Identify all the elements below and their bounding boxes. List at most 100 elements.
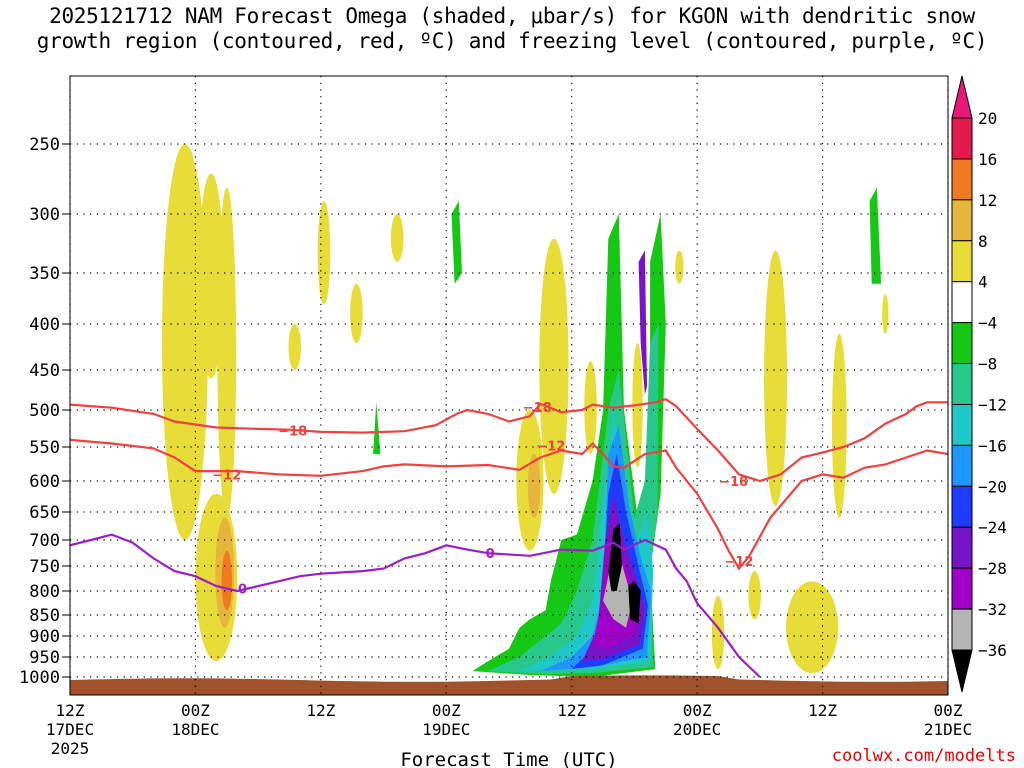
x-tick-label-60: 00Z <box>683 701 712 720</box>
colorbar-swatch-7 <box>951 403 973 446</box>
colorbar-swatch-3 <box>951 240 973 283</box>
x-tick-label-0: 12Z <box>56 701 85 720</box>
y-tick-label-1000: 1000 <box>19 668 60 688</box>
x-tick-label-24: 12Z <box>306 701 335 720</box>
x-tick-label-84: 00Z <box>934 701 963 720</box>
colorbar-label-9: −20 <box>978 477 1007 496</box>
contour-label-1-2: −12 <box>724 555 753 570</box>
y-tick-label-750: 750 <box>29 557 60 577</box>
x-tick-date-84: 21DEC <box>924 720 972 739</box>
contour-lines: −18 −18 −18 −12 −12 −12 0 0 <box>70 397 948 678</box>
colorbar-swatch-1 <box>951 158 973 201</box>
omega-region-down-9 <box>628 581 641 624</box>
y-axis: 2503003504004505005506006507007508008509… <box>19 135 70 688</box>
y-tick-label-700: 700 <box>29 531 60 551</box>
omega-region-down-10 <box>638 250 647 395</box>
x-tick-date-12: 18DEC <box>171 720 219 739</box>
y-tick-label-800: 800 <box>29 582 60 602</box>
omega-region-up-15 <box>675 250 684 284</box>
y-tick-label-850: 850 <box>29 606 60 626</box>
y-tick-label-950: 950 <box>29 648 60 668</box>
colorbar-swatch-9 <box>951 485 973 528</box>
omega-region-up-20 <box>882 294 889 334</box>
omega-region-up-7 <box>350 283 363 344</box>
colorbar-bottom-triangle <box>951 649 973 693</box>
contour-label-1-1: −12 <box>536 440 565 455</box>
omega-region-up-21 <box>831 333 847 518</box>
colorbar-label-10: −24 <box>978 518 1007 537</box>
omega-region-up-13 <box>584 361 597 455</box>
omega-region-up-17 <box>711 595 725 670</box>
contour-line-1 <box>70 438 948 571</box>
colorbar-swatch-10 <box>951 526 973 569</box>
ground-polygon <box>70 675 948 695</box>
colorbar-label-13: −36 <box>978 641 1007 660</box>
y-tick-label-250: 250 <box>29 135 60 155</box>
omega-shading <box>161 144 889 677</box>
omega-region-up-8 <box>390 214 404 262</box>
plot-frame <box>69 75 949 696</box>
credit-text: coolwx.com/modelts <box>831 746 1016 766</box>
x-tick-date-36: 19DEC <box>422 720 470 739</box>
contour-label-1-0: −12 <box>212 468 241 483</box>
colorbar-label-6: −8 <box>978 355 997 374</box>
y-tick-label-300: 300 <box>29 205 60 225</box>
omega-region-down-8 <box>608 523 622 591</box>
colorbar-label-4: 4 <box>978 273 988 292</box>
colorbar-label-1: 16 <box>978 150 997 169</box>
y-tick-label-550: 550 <box>29 438 60 458</box>
omega-region-up-6 <box>317 200 331 305</box>
ground-surface <box>70 675 948 695</box>
omega-region-up-2 <box>217 187 237 518</box>
colorbar-swatch-top <box>951 117 973 160</box>
contour-line-0 <box>70 397 948 483</box>
colorbar-label-8: −16 <box>978 436 1007 455</box>
omega-region-up-19 <box>785 581 839 674</box>
x-tick-label-36: 00Z <box>432 701 461 720</box>
omega-region-up-9 <box>288 324 301 370</box>
colorbar-label-7: −12 <box>978 395 1007 414</box>
omega-region-up-5 <box>221 550 233 611</box>
x-axis-label: Forecast Time (UTC) <box>400 749 617 768</box>
x-tick-date-0: 17DEC <box>46 720 94 739</box>
colorbar-swatch-5 <box>951 322 973 365</box>
omega-region-up-12 <box>539 238 569 494</box>
colorbar-swatch-12 <box>951 608 973 651</box>
colorbar-label-3: 8 <box>978 232 988 251</box>
omega-region-up-18 <box>748 571 761 620</box>
omega-region-down-12 <box>451 201 462 284</box>
omega-region-up-16 <box>764 250 788 506</box>
y-tick-label-400: 400 <box>29 315 60 335</box>
contour-label-0-0: −18 <box>278 424 307 439</box>
y-tick-label-650: 650 <box>29 503 60 523</box>
contour-label-0-1: −18 <box>523 401 552 416</box>
x-tick-label-12: 00Z <box>181 701 210 720</box>
x-tick-year-0: 2025 <box>51 739 90 758</box>
omega-region-up-0 <box>161 144 208 540</box>
colorbar-swatch-6 <box>951 363 973 405</box>
y-tick-label-900: 900 <box>29 627 60 647</box>
x-tick-label-72: 12Z <box>808 701 837 720</box>
omega-region-up-11 <box>527 454 541 518</box>
contour-label-2-1: 0 <box>486 547 495 562</box>
y-tick-label-350: 350 <box>29 264 60 284</box>
chart-title: 2025121712 NAM Forecast Omega (shaded, μ… <box>36 4 988 53</box>
colorbar-swatch-4 <box>951 281 973 324</box>
colorbar-swatch-8 <box>951 444 973 487</box>
colorbar-label-0: 20 <box>978 109 997 128</box>
x-tick-label-48: 12Z <box>557 701 586 720</box>
omega-region-up-1 <box>198 173 224 379</box>
y-tick-label-500: 500 <box>29 401 60 421</box>
y-tick-label-600: 600 <box>29 472 60 492</box>
y-tick-label-450: 450 <box>29 361 60 381</box>
colorbar-label-2: 12 <box>978 191 997 210</box>
colorbar: 20 16 12 8 4 −4 −8 −12 −16 −20 −24 −28 −32 −36 <box>951 75 1007 693</box>
omega-region-down-11 <box>373 402 381 454</box>
colorbar-swatch-2 <box>951 199 973 242</box>
contour-line-2 <box>70 533 761 678</box>
colorbar-label-11: −28 <box>978 559 1007 578</box>
colorbar-label-12: −32 <box>978 600 1007 619</box>
omega-region-down-13 <box>869 187 882 284</box>
